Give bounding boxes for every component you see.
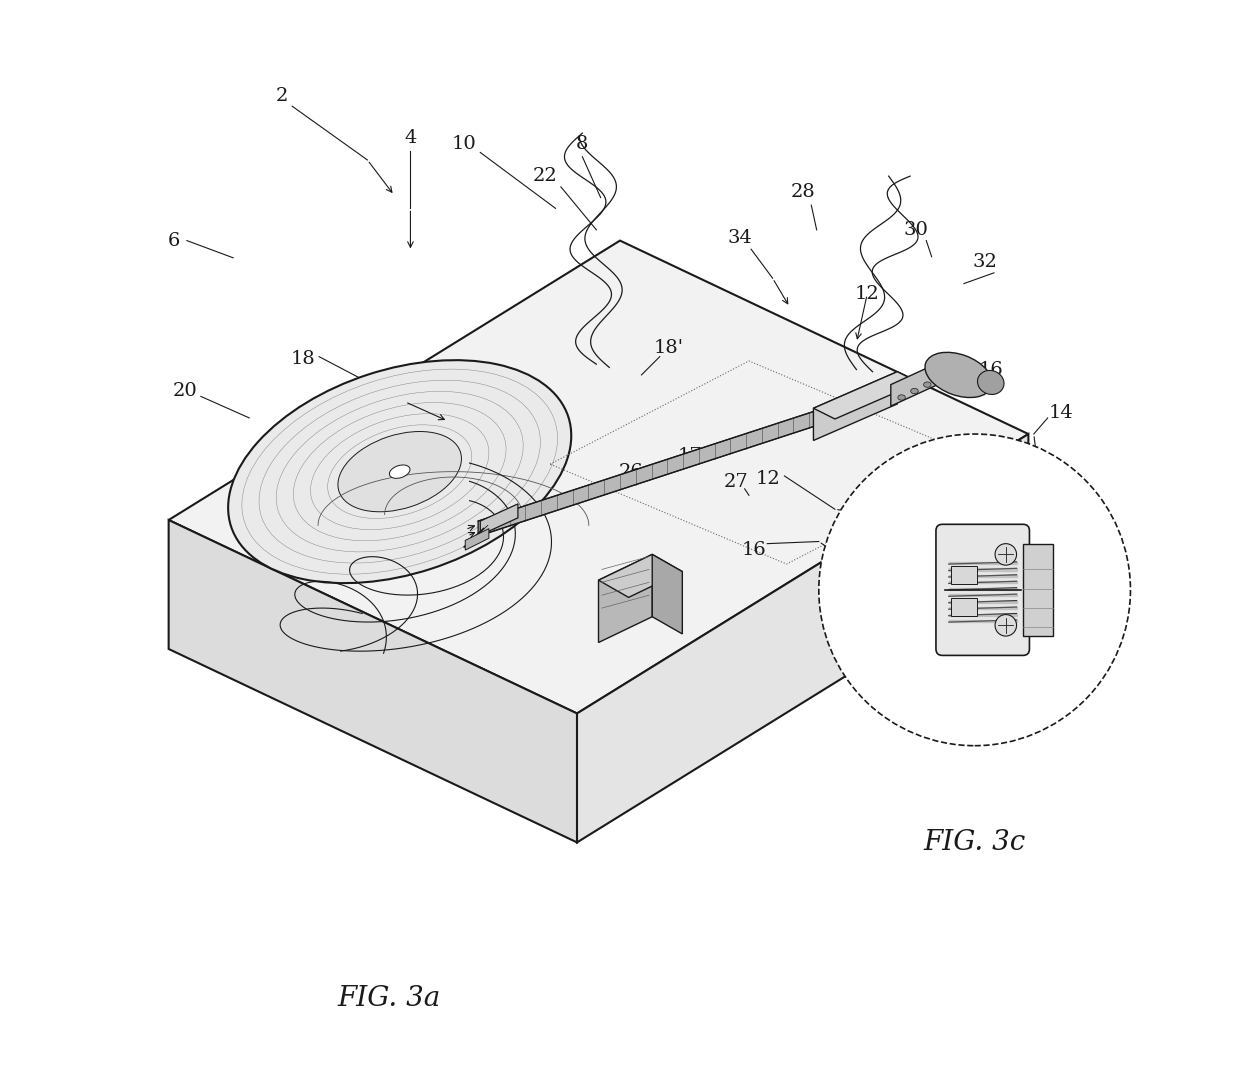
Text: 18: 18: [290, 350, 315, 368]
Ellipse shape: [228, 361, 572, 583]
Text: 4: 4: [404, 130, 417, 147]
Text: 34: 34: [728, 230, 753, 247]
Text: 2: 2: [275, 87, 288, 105]
Text: 16: 16: [742, 542, 766, 559]
Polygon shape: [169, 240, 1028, 714]
Text: 12: 12: [854, 285, 879, 303]
Ellipse shape: [389, 465, 410, 479]
Text: 28: 28: [790, 183, 815, 201]
Polygon shape: [951, 598, 977, 616]
Ellipse shape: [924, 382, 931, 388]
Text: FIG. 3c: FIG. 3c: [924, 828, 1025, 856]
Polygon shape: [480, 504, 518, 535]
Text: 30: 30: [903, 221, 928, 239]
Ellipse shape: [910, 389, 918, 394]
Text: 18: 18: [1006, 673, 1030, 690]
Polygon shape: [169, 520, 577, 843]
Text: 27: 27: [724, 473, 749, 492]
Text: 18': 18': [653, 339, 683, 357]
Text: 20: 20: [172, 382, 197, 400]
Ellipse shape: [925, 352, 992, 397]
Polygon shape: [813, 371, 919, 419]
Text: 10: 10: [451, 135, 476, 153]
Circle shape: [994, 544, 1017, 565]
Text: FIG. 3a: FIG. 3a: [337, 984, 440, 1012]
Circle shape: [994, 614, 1017, 636]
Text: 8: 8: [577, 135, 589, 153]
Polygon shape: [890, 361, 942, 406]
Polygon shape: [599, 554, 682, 598]
Polygon shape: [951, 566, 977, 584]
Polygon shape: [1023, 544, 1053, 636]
Text: 26: 26: [619, 462, 644, 481]
Text: 12: 12: [756, 470, 781, 488]
Text: 16: 16: [978, 361, 1003, 379]
Ellipse shape: [977, 370, 1004, 394]
Text: 32: 32: [973, 253, 998, 271]
Text: 22: 22: [532, 167, 557, 185]
Polygon shape: [465, 529, 489, 550]
Circle shape: [818, 434, 1131, 746]
Polygon shape: [813, 371, 898, 441]
Text: 6: 6: [167, 232, 180, 249]
Ellipse shape: [339, 431, 461, 512]
Ellipse shape: [898, 395, 905, 401]
FancyBboxPatch shape: [936, 524, 1029, 655]
Polygon shape: [599, 554, 652, 642]
Text: 14: 14: [1048, 404, 1073, 421]
Polygon shape: [577, 434, 1028, 843]
Polygon shape: [652, 554, 682, 634]
Polygon shape: [479, 397, 857, 536]
Text: 17: 17: [677, 446, 702, 465]
